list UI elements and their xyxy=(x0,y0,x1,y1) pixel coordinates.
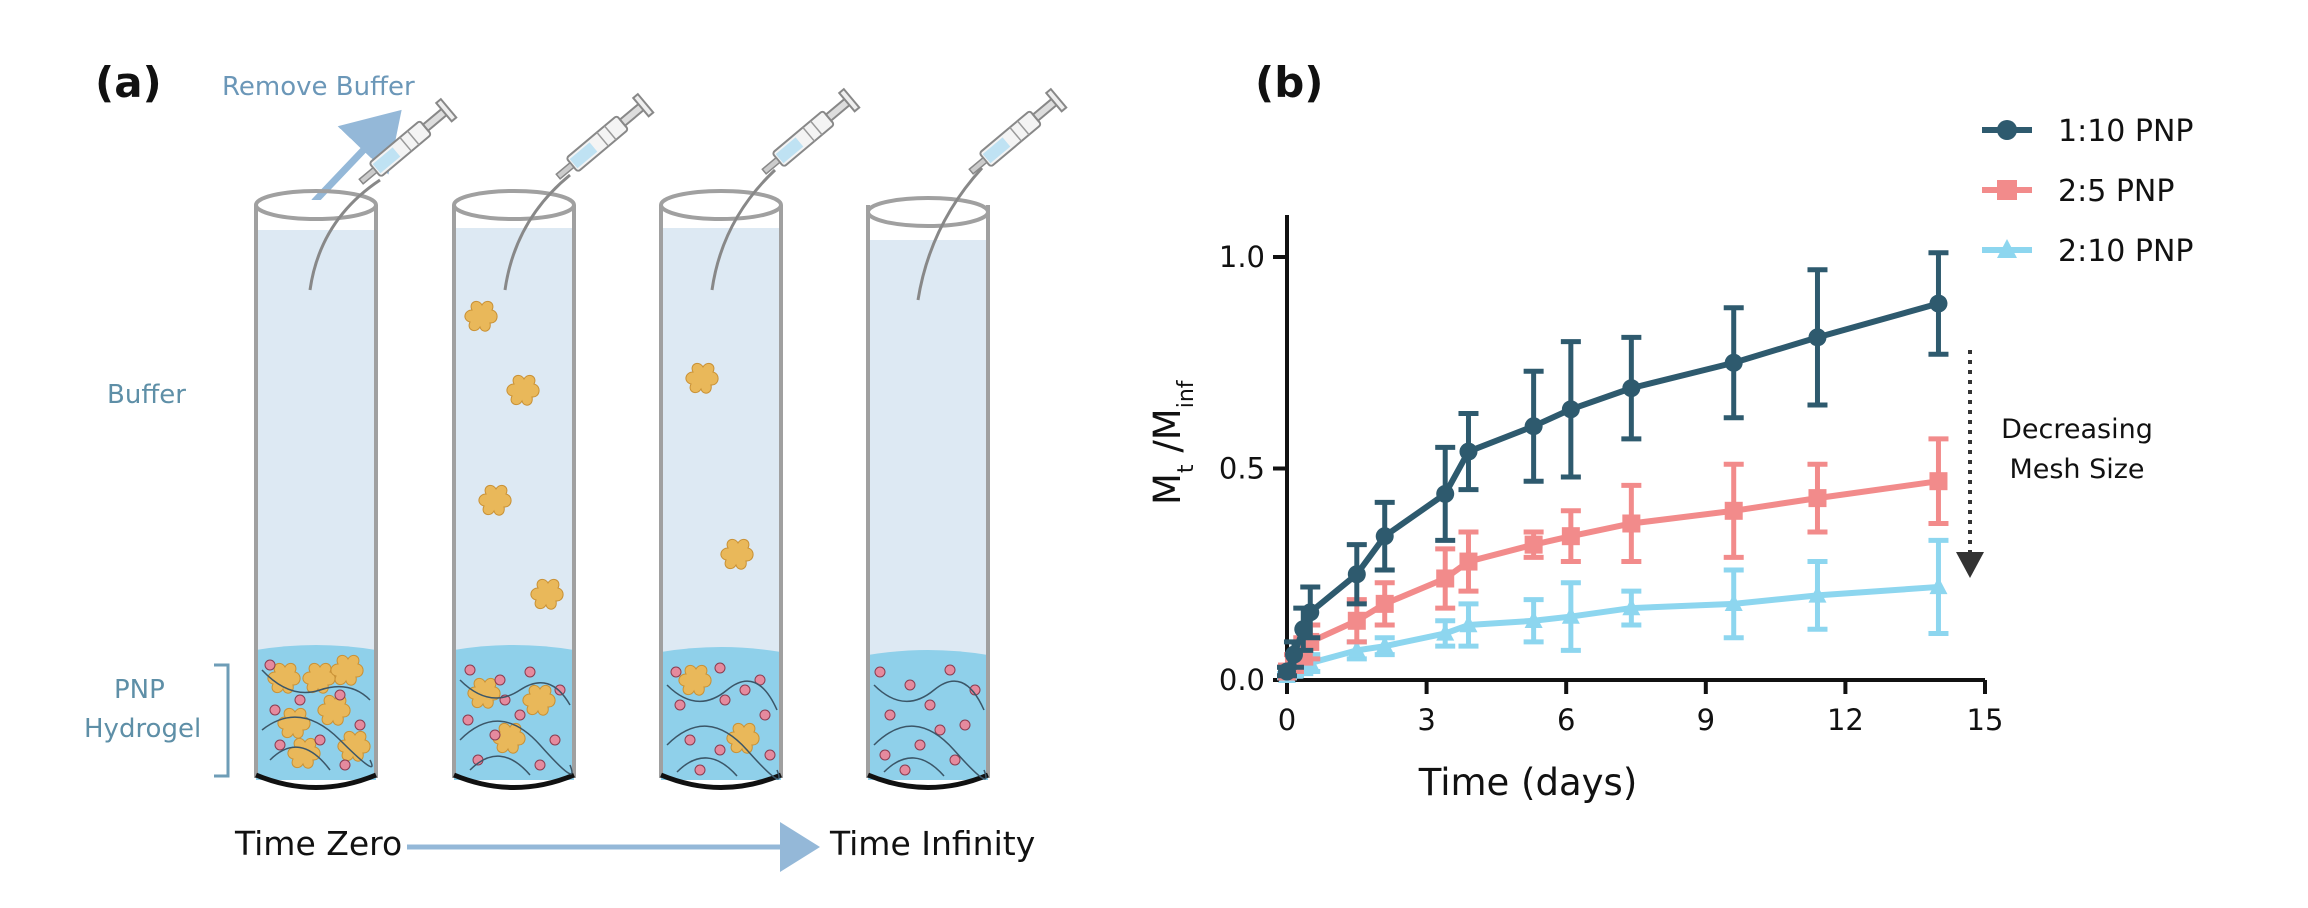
tube-time-infinity xyxy=(866,166,990,790)
legend-marker xyxy=(1997,180,2017,200)
series-1-10-pnp xyxy=(1277,250,1949,681)
data-point xyxy=(1622,379,1641,398)
data-point xyxy=(1929,472,1948,491)
data-point xyxy=(1929,294,1948,313)
series-layer xyxy=(1277,250,1949,683)
x-tick-label: 9 xyxy=(1697,703,1715,737)
tube-time-zero xyxy=(254,178,381,790)
y-axis-title-main: M xyxy=(1146,473,1189,505)
axes: 0 3 6 9 12 15 0.0 0.5 1.0 xyxy=(1219,215,2004,737)
legend-label: 2:5 PNP xyxy=(2058,174,2174,209)
legend-marker xyxy=(1997,239,2017,258)
data-point xyxy=(1459,442,1478,461)
x-tick-label: 12 xyxy=(1827,703,1864,737)
x-tick-label: 6 xyxy=(1557,703,1575,737)
y-tick-label: 0.0 xyxy=(1219,663,1265,697)
data-point xyxy=(1561,606,1580,624)
data-point xyxy=(1347,565,1366,584)
data-point xyxy=(1459,615,1478,633)
data-point xyxy=(1347,611,1366,630)
annotation-line1: Decreasing xyxy=(2001,414,2153,445)
syringe-4 xyxy=(962,88,1068,182)
data-point xyxy=(1724,353,1743,372)
time-zero-label: Time Zero xyxy=(234,824,402,863)
data-point xyxy=(1436,569,1455,588)
annotation-line2: Mesh Size xyxy=(2009,454,2144,485)
data-point xyxy=(1301,603,1320,622)
data-point xyxy=(1375,527,1394,546)
data-point xyxy=(1724,501,1743,520)
data-point xyxy=(1436,623,1455,641)
tube-2 xyxy=(452,173,576,790)
annotation-arrow-head xyxy=(1956,552,1984,578)
y-tick-label: 1.0 xyxy=(1219,240,1265,274)
x-axis-title: Time (days) xyxy=(1418,761,1638,804)
x-tick-label: 0 xyxy=(1278,703,1296,737)
pnp-label-line2: Hydrogel xyxy=(84,714,201,744)
legend: 1:10 PNP 2:5 PNP 2:10 PNP xyxy=(1982,114,2194,269)
remove-buffer-label: Remove Buffer xyxy=(222,72,415,102)
tube-3 xyxy=(659,168,783,790)
chart: 0 3 6 9 12 15 0.0 0.5 1.0 Mt /Minf Time (days) D… xyxy=(1146,114,2194,804)
legend-label: 1:10 PNP xyxy=(2058,114,2194,149)
data-point xyxy=(1622,598,1641,616)
data-point xyxy=(1724,593,1743,612)
legend-marker xyxy=(1997,120,2017,140)
pnp-label-line1: PNP xyxy=(114,675,165,705)
panel-b: (b) 0 3 6 9 12 15 0.0 0.5 1.0 Mt /Minf Time (day… xyxy=(1146,58,2194,804)
data-point xyxy=(1622,514,1641,533)
data-point xyxy=(1524,417,1543,436)
syringe-3 xyxy=(755,88,861,182)
data-point xyxy=(1808,489,1827,508)
data-point xyxy=(1808,585,1827,603)
data-point xyxy=(1561,400,1580,419)
legend-label: 2:10 PNP xyxy=(2058,234,2194,269)
hydrogel-bracket xyxy=(214,663,230,778)
data-point xyxy=(1561,527,1580,546)
data-point xyxy=(1524,610,1543,628)
data-point xyxy=(1375,594,1394,613)
data-point xyxy=(1459,552,1478,571)
y-axis-title-sep: /M xyxy=(1146,408,1189,464)
y-axis-title: Mt /Minf xyxy=(1146,379,1199,505)
data-point xyxy=(1436,484,1455,503)
panel-a-label: (a) xyxy=(95,58,162,107)
remove-buffer-arrow xyxy=(311,109,402,205)
x-tick-label: 15 xyxy=(1967,703,2004,737)
x-tick-label: 3 xyxy=(1417,703,1435,737)
panel-a: (a) Remove Buffer Buffer PNP Hydrogel xyxy=(84,58,1068,872)
data-point xyxy=(1808,328,1827,347)
y-tick-label: 0.5 xyxy=(1219,452,1265,486)
data-point xyxy=(1375,636,1394,654)
data-point xyxy=(1524,535,1543,554)
y-axis-title-sub2: inf xyxy=(1174,379,1199,408)
panel-b-label: (b) xyxy=(1255,58,1323,107)
y-axis-title-sub1: t xyxy=(1174,464,1199,473)
buffer-label: Buffer xyxy=(107,380,186,410)
time-infinity-label: Time Infinity xyxy=(829,824,1035,863)
syringe-2 xyxy=(549,93,655,187)
data-point xyxy=(1347,640,1366,658)
data-point xyxy=(1929,577,1948,595)
